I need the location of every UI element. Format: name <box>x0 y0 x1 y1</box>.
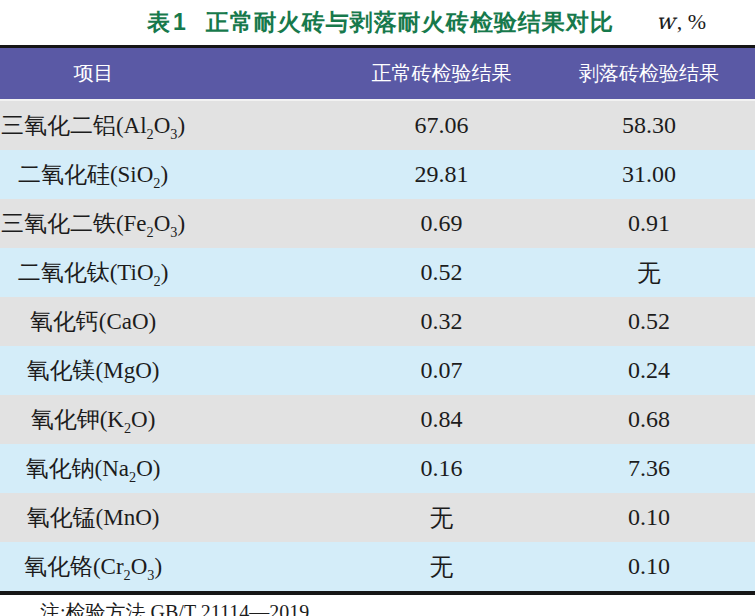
table-note: 注:检验方法 GB/T 21114—2019。 <box>0 599 755 616</box>
row-item-label: 三氧化二铝(Al2O3) <box>0 100 340 150</box>
unit-annotation: w, % <box>656 9 706 35</box>
results-table: 项目 正常砖检验结果 剥落砖检验结果 三氧化二铝(Al2O3) 67.06 58… <box>0 45 755 595</box>
table-header: 项目 正常砖检验结果 剥落砖检验结果 <box>0 47 755 101</box>
row-normal-value: 无 <box>340 542 543 593</box>
row-spalled-value: 0.10 <box>543 542 755 593</box>
row-normal-value: 67.06 <box>340 100 543 150</box>
table-row: 三氧化二铁(Fe2O3) 0.69 0.91 <box>0 199 755 248</box>
row-item-label: 二氧化硅(SiO2) <box>0 150 340 199</box>
row-spalled-value: 31.00 <box>543 150 755 199</box>
row-item-label: 氧化钾(K2O) <box>0 395 340 444</box>
row-normal-value: 0.07 <box>340 346 543 395</box>
row-normal-value: 0.84 <box>340 395 543 444</box>
row-spalled-value: 0.10 <box>543 493 755 542</box>
table-row: 二氧化钛(TiO2) 0.52 无 <box>0 248 755 297</box>
table-row: 二氧化硅(SiO2) 29.81 31.00 <box>0 150 755 199</box>
row-normal-value: 无 <box>340 493 543 542</box>
unit-suffix: , % <box>677 9 706 34</box>
column-header-spalled: 剥落砖检验结果 <box>543 47 755 101</box>
row-normal-value: 0.69 <box>340 199 543 248</box>
row-spalled-value: 0.91 <box>543 199 755 248</box>
row-normal-value: 0.16 <box>340 444 543 493</box>
unit-symbol: w <box>656 9 675 34</box>
row-item-label: 氧化镁(MgO) <box>0 346 340 395</box>
row-spalled-value: 无 <box>543 248 755 297</box>
table-number: 表1 <box>147 9 189 35</box>
table-row: 氧化铬(Cr2O3) 无 0.10 <box>0 542 755 593</box>
column-header-normal: 正常砖检验结果 <box>340 47 543 101</box>
row-spalled-value: 0.24 <box>543 346 755 395</box>
table-row: 氧化镁(MgO) 0.07 0.24 <box>0 346 755 395</box>
table-body: 三氧化二铝(Al2O3) 67.06 58.30 二氧化硅(SiO2) 29.8… <box>0 100 755 593</box>
row-spalled-value: 58.30 <box>543 100 755 150</box>
table-title: 表1 正常耐火砖与剥落耐火砖检验结果对比 <box>147 7 614 38</box>
row-item-label: 氧化锰(MnO) <box>0 493 340 542</box>
row-spalled-value: 7.36 <box>543 444 755 493</box>
row-item-label: 氧化钠(Na2O) <box>0 444 340 493</box>
row-item-label: 氧化铬(Cr2O3) <box>0 542 340 593</box>
table-caption-block: 表1 正常耐火砖与剥落耐火砖检验结果对比 w, % <box>0 0 755 45</box>
row-normal-value: 0.52 <box>340 248 543 297</box>
column-header-item: 项目 <box>0 47 340 101</box>
table-row: 氧化钠(Na2O) 0.16 7.36 <box>0 444 755 493</box>
row-item-label: 三氧化二铁(Fe2O3) <box>0 199 340 248</box>
header-row: 项目 正常砖检验结果 剥落砖检验结果 <box>0 47 755 101</box>
row-normal-value: 29.81 <box>340 150 543 199</box>
table-row: 氧化钙(CaO) 0.32 0.52 <box>0 297 755 346</box>
row-item-label: 氧化钙(CaO) <box>0 297 340 346</box>
table-row: 氧化钾(K2O) 0.84 0.68 <box>0 395 755 444</box>
table-row: 氧化锰(MnO) 无 0.10 <box>0 493 755 542</box>
table-row: 三氧化二铝(Al2O3) 67.06 58.30 <box>0 100 755 150</box>
row-spalled-value: 0.68 <box>543 395 755 444</box>
row-normal-value: 0.32 <box>340 297 543 346</box>
row-item-label: 二氧化钛(TiO2) <box>0 248 340 297</box>
row-spalled-value: 0.52 <box>543 297 755 346</box>
table-title-text: 正常耐火砖与剥落耐火砖检验结果对比 <box>206 9 614 35</box>
